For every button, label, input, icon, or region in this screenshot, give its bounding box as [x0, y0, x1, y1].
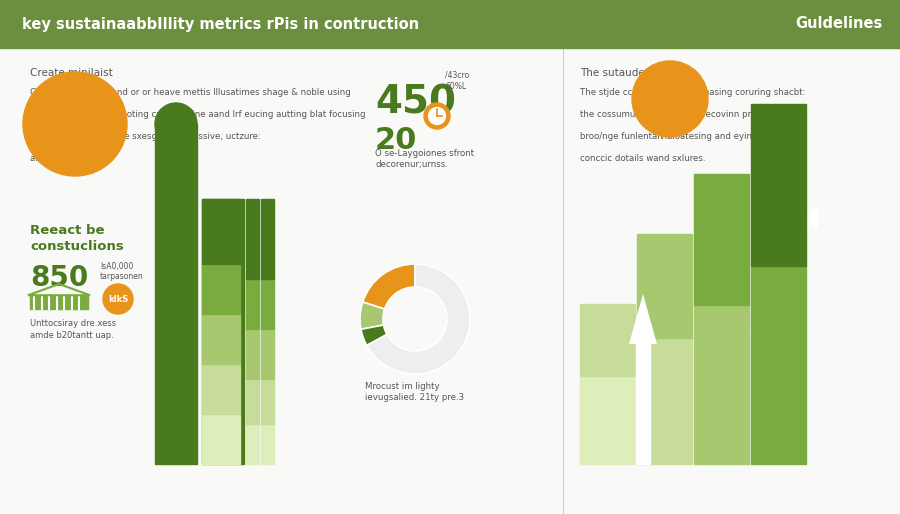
- Bar: [202, 364, 240, 414]
- Bar: [261, 379, 274, 424]
- Text: constuclions: constuclions: [30, 240, 124, 253]
- Text: broo/nge funlentaivialoatesing and eying cive: broo/nge funlentaivialoatesing and eying…: [580, 132, 778, 141]
- Bar: [261, 279, 274, 329]
- Bar: [261, 329, 274, 379]
- Polygon shape: [629, 294, 657, 344]
- Circle shape: [424, 103, 450, 129]
- Bar: [261, 199, 274, 279]
- Circle shape: [632, 61, 708, 137]
- Text: Mrocust im lighty: Mrocust im lighty: [365, 382, 439, 391]
- Bar: [261, 424, 274, 464]
- Text: 20: 20: [375, 126, 418, 155]
- Bar: [202, 199, 240, 264]
- Text: kIkS: kIkS: [108, 295, 128, 303]
- Bar: [30, 295, 88, 309]
- Text: Create a minsimimand or or heave mettis Illusatimes shage & noble using: Create a minsimimand or or heave mettis …: [30, 88, 351, 97]
- Bar: [580, 304, 635, 376]
- Circle shape: [155, 103, 197, 145]
- Bar: [202, 414, 240, 464]
- Wedge shape: [367, 264, 470, 374]
- Text: using simpls or rolcinaoting cror and line aand lrf eucing autting blat focusing: using simpls or rolcinaoting cror and li…: [30, 110, 365, 119]
- Text: O se-Laygoiones sfront: O se-Laygoiones sfront: [375, 149, 474, 158]
- Bar: [0, 0, 900, 48]
- Circle shape: [103, 284, 133, 314]
- Bar: [202, 199, 244, 464]
- Bar: [246, 199, 259, 279]
- Text: ievugsalied. 21ty pre.3: ievugsalied. 21ty pre.3: [365, 393, 464, 402]
- Text: Create minilaist: Create minilaist: [30, 68, 112, 78]
- Wedge shape: [361, 325, 387, 345]
- Text: 850: 850: [30, 264, 88, 292]
- Bar: [246, 329, 259, 379]
- Text: /43cro: /43cro: [445, 70, 469, 79]
- Text: key sustainaabbIllity metrics rPis in contruction: key sustainaabbIllity metrics rPis in co…: [22, 16, 419, 31]
- Text: 450: 450: [375, 84, 456, 122]
- Bar: [694, 174, 749, 304]
- Text: Guldelines: Guldelines: [795, 16, 882, 31]
- Text: amde b20tantt uap.: amde b20tantt uap.: [30, 331, 113, 340]
- Bar: [751, 104, 806, 266]
- Text: 60%L: 60%L: [445, 82, 466, 91]
- Text: A 669 dielstaining ome sxesgit ae praessive, uctzure:: A 669 dielstaining ome sxesgit ae praess…: [30, 132, 261, 141]
- Bar: [246, 379, 259, 424]
- Bar: [637, 234, 692, 338]
- Wedge shape: [360, 302, 384, 329]
- Text: the cossumuto noderer and recovinn pranstat the: the cossumuto noderer and recovinn prans…: [580, 110, 796, 119]
- Text: Reeact be: Reeact be: [30, 224, 104, 237]
- Text: decorenur;urnss.: decorenur;urnss.: [375, 160, 448, 169]
- Bar: [694, 304, 749, 464]
- Bar: [246, 424, 259, 464]
- Bar: [636, 344, 650, 464]
- Bar: [202, 314, 240, 364]
- Bar: [637, 338, 692, 464]
- Circle shape: [428, 107, 446, 124]
- Text: tarpasonen: tarpasonen: [100, 272, 144, 281]
- Text: an teat texplies.: an teat texplies.: [30, 154, 100, 163]
- Bar: [155, 124, 197, 464]
- Bar: [202, 264, 240, 314]
- Bar: [751, 266, 806, 464]
- Circle shape: [23, 72, 127, 176]
- Wedge shape: [363, 264, 415, 309]
- Bar: [580, 376, 635, 464]
- Text: conccic dotails wand sxlures.: conccic dotails wand sxlures.: [580, 154, 706, 163]
- Text: The sutauden:: The sutauden:: [580, 68, 655, 78]
- Text: IsA0,000: IsA0,000: [100, 262, 133, 271]
- Bar: [246, 279, 259, 329]
- Text: Unttocsiray dre.xess: Unttocsiray dre.xess: [30, 319, 116, 328]
- Text: The stjde cclam clean blean uasing coruring shacbt:: The stjde cclam clean blean uasing corur…: [580, 88, 806, 97]
